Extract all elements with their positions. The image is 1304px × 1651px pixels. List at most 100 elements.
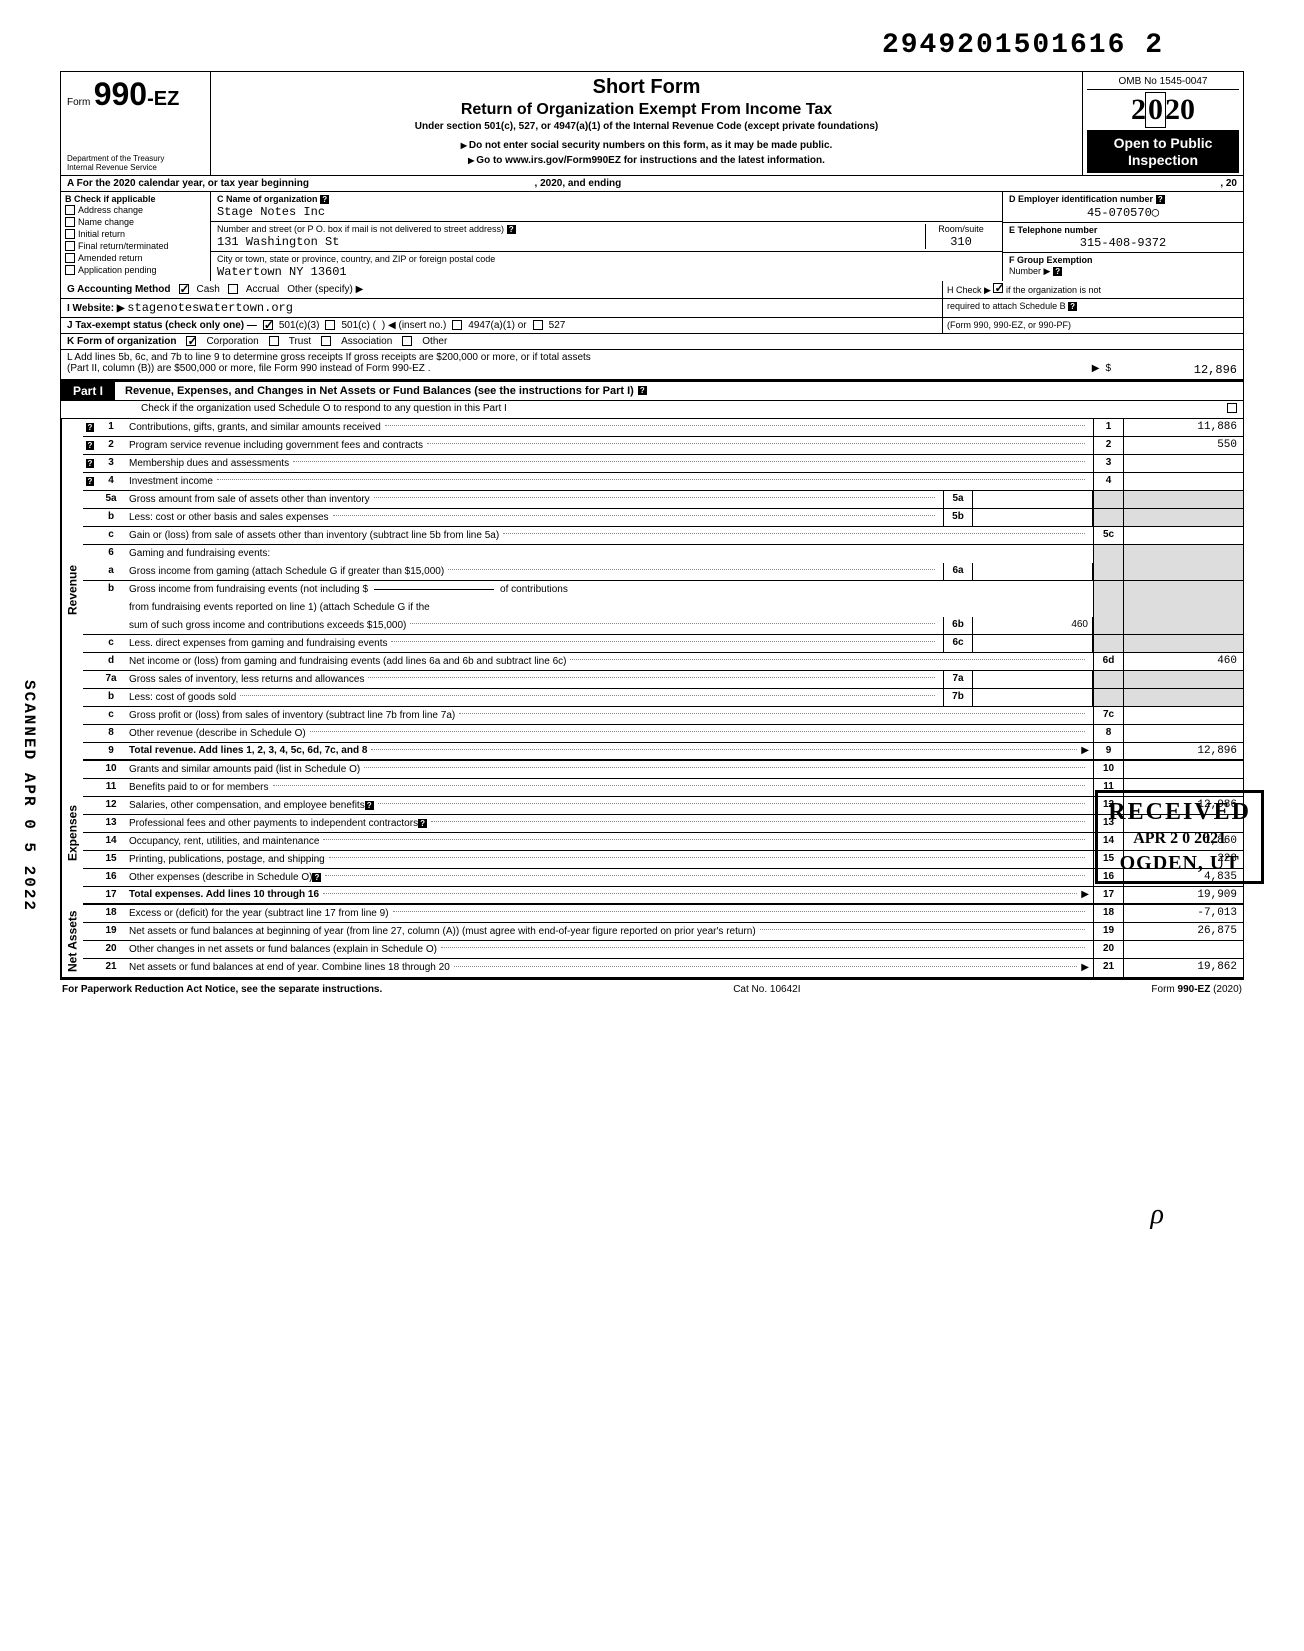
chk-schedule-o-part1[interactable] [1227, 403, 1237, 413]
l-amount: 12,896 [1117, 363, 1237, 377]
room-label: Room/suite [938, 224, 984, 234]
ln2-desc: Program service revenue including govern… [129, 440, 423, 451]
ln6-shade [1093, 545, 1123, 563]
expenses-section: Expenses 10Grants and similar amounts pa… [61, 761, 1243, 905]
chk-501c[interactable] [325, 320, 335, 330]
ln5a-shade [1093, 491, 1123, 508]
ln6c-num: c [97, 635, 125, 652]
inspection-line2: Inspection [1091, 152, 1235, 169]
help-icon[interactable]: ? [365, 801, 374, 810]
ln6a-mid: 6a [943, 563, 973, 580]
line-a-mid: , 2020, and ending [535, 178, 622, 189]
ln6b-s2a [1123, 599, 1243, 617]
ln7a-shade [1093, 671, 1123, 688]
title-box: Short Form Return of Organization Exempt… [211, 72, 1083, 175]
ln17-amt: 19,909 [1123, 887, 1243, 903]
col-cde: C Name of organization ? Stage Notes Inc… [211, 192, 1003, 281]
ln16-desc: Other expenses (describe in Schedule O) [129, 872, 312, 883]
ln20-desc: Other changes in net assets or fund bala… [129, 944, 437, 955]
b-opt-1: Name change [78, 217, 134, 227]
dept-irs: Internal Revenue Service [67, 164, 164, 173]
chk-cash[interactable] [179, 284, 189, 294]
ln18-box: 18 [1093, 905, 1123, 922]
chk-initial-return[interactable] [65, 229, 75, 239]
e-label: E Telephone number [1009, 225, 1097, 235]
ln5b-num: b [97, 509, 125, 526]
ln7a-shade-amt [1123, 671, 1243, 688]
ln7a-mid: 7a [943, 671, 973, 688]
ln7b-desc: Less: cost of goods sold [129, 692, 236, 703]
chk-527[interactable] [533, 320, 543, 330]
help-icon[interactable]: ? [86, 477, 95, 486]
chk-name-change[interactable] [65, 217, 75, 227]
ln6-num: 6 [97, 545, 125, 563]
help-icon[interactable]: ? [507, 225, 516, 234]
h-text4: (Form 990, 990-EZ, or 990-PF) [947, 320, 1071, 330]
j-501c: 501(c) ( [341, 320, 375, 331]
g-other: Other (specify) ▶ [287, 284, 363, 295]
year-box: OMB No 1545-0047 2020 Open to Public Ins… [1083, 72, 1243, 175]
line-a: A For the 2020 calendar year, or tax yea… [61, 176, 1243, 192]
chk-4947[interactable] [452, 320, 462, 330]
ln6c-shade-amt [1123, 635, 1243, 652]
l-text2: (Part II, column (B)) are $500,000 or mo… [67, 363, 430, 377]
net-assets-label: Net Assets [61, 905, 83, 977]
c-label: C Name of organization [217, 194, 318, 204]
chk-association[interactable] [321, 336, 331, 346]
k-other: Other [422, 336, 447, 347]
ln21-desc: Net assets or fund balances at end of ye… [129, 962, 450, 973]
ln7c-num: c [97, 707, 125, 724]
ln5a-shade-amt [1123, 491, 1243, 508]
ln6d-amt: 460 [1123, 653, 1243, 670]
ln10-box: 10 [1093, 761, 1123, 778]
tax-year: 2020 [1087, 90, 1239, 131]
ln19-box: 19 [1093, 923, 1123, 940]
ein-val: 45-070570◯ [1087, 206, 1159, 220]
chk-application-pending[interactable] [65, 265, 75, 275]
ln21-amt: 19,862 [1123, 959, 1243, 977]
help-icon[interactable]: ? [320, 195, 329, 204]
city-val: Watertown NY 13601 [217, 265, 347, 279]
k-trust: Trust [289, 336, 311, 347]
form-prefix: Form [67, 97, 90, 108]
footer-right: Form 990-EZ (2020) [1151, 984, 1242, 995]
help-icon[interactable]: ? [1068, 302, 1077, 311]
help-icon[interactable]: ? [638, 386, 647, 395]
help-icon[interactable]: ? [418, 819, 427, 828]
g-cash: Cash [197, 284, 220, 295]
chk-trust[interactable] [269, 336, 279, 346]
chk-amended-return[interactable] [65, 253, 75, 263]
ln4-num: 4 [97, 473, 125, 490]
help-icon[interactable]: ? [312, 873, 321, 882]
dept-block: Department of the Treasury Internal Reve… [67, 155, 164, 173]
entity-block: B Check if applicable Address change Nam… [61, 192, 1243, 281]
ln3-num: 3 [97, 455, 125, 472]
chk-501c3[interactable] [263, 320, 273, 330]
chk-address-change[interactable] [65, 205, 75, 215]
omb-number: OMB No 1545-0047 [1087, 74, 1239, 90]
chk-schedule-b[interactable] [993, 283, 1003, 293]
ln21-num: 21 [97, 959, 125, 977]
help-icon[interactable]: ? [1156, 195, 1165, 204]
ln6b-d1: Gross income from fundraising events (no… [129, 584, 368, 595]
arrow-icon [1081, 745, 1089, 756]
chk-other[interactable] [402, 336, 412, 346]
chk-accrual[interactable] [228, 284, 238, 294]
line-g-h: G Accounting Method Cash Accrual Other (… [61, 281, 1243, 299]
help-icon[interactable]: ? [86, 441, 95, 450]
help-icon[interactable]: ? [86, 423, 95, 432]
ln17-num: 17 [97, 887, 125, 903]
chk-corporation[interactable] [186, 336, 196, 346]
ln6c-shade [1093, 635, 1123, 652]
k-corp: Corporation [206, 336, 258, 347]
b-opt-4: Amended return [78, 253, 143, 263]
ln13-desc: Professional fees and other payments to … [129, 818, 418, 829]
city-label: City or town, state or province, country… [217, 254, 495, 264]
col-b: B Check if applicable Address change Nam… [61, 192, 211, 281]
ln18-desc: Excess or (deficit) for the year (subtra… [129, 908, 389, 919]
help-icon[interactable]: ? [86, 459, 95, 468]
ln10-num: 10 [97, 761, 125, 778]
chk-final-return[interactable] [65, 241, 75, 251]
help-icon[interactable]: ? [1053, 267, 1062, 276]
j-label: J Tax-exempt status (check only one) — [67, 320, 257, 331]
